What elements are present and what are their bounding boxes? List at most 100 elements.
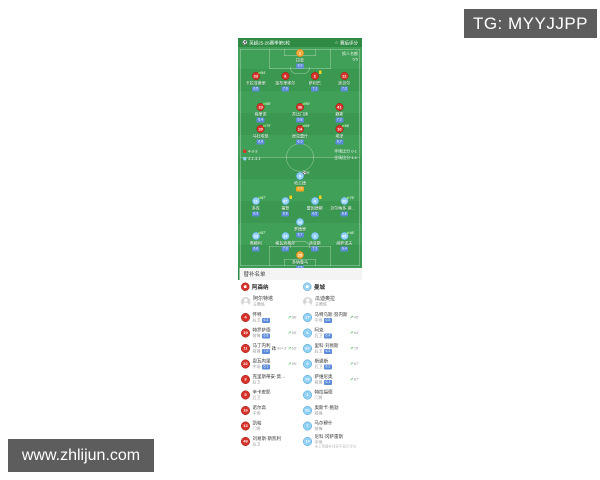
bench-player-number: 52 — [303, 405, 312, 415]
pitch-player[interactable]: 3 迪亚斯 7.1 — [300, 232, 329, 252]
pitch-player[interactable]: 41 赖斯 7.2 — [325, 103, 354, 123]
player-name: 迪亚斯 — [308, 241, 321, 246]
bench-row-icons: ↗65' — [288, 331, 297, 336]
away-coach-cell[interactable]: 瓜迪奥拉 主教练 — [300, 294, 362, 310]
pitch-player[interactable]: 47 福登 6.6 — [271, 195, 300, 217]
bench-player-row[interactable]: 19 特罗萨德 前锋 6.8 ↗65' — [238, 325, 300, 341]
player-name: 廷贝尔 — [338, 81, 351, 86]
pitch-player[interactable]: 9 ⚽9' 哈兰德 7.9 — [286, 172, 315, 192]
bench-player-row[interactable]: 4 怀特 后卫 6.4 ↗86' — [238, 310, 300, 326]
bench-player-position: 中场 — [252, 411, 261, 416]
pitch-player[interactable]: 12 廷贝尔 7.2 — [330, 72, 359, 92]
player-away-gk[interactable]: 25 多纳鲁马 7.5 — [286, 251, 315, 268]
bench-player-number: 49 — [241, 436, 250, 446]
bench-player-number: 3 — [241, 374, 250, 384]
rating-star-icon: ☆ — [334, 39, 339, 45]
home-formation-label: 4-3-3 — [248, 149, 258, 154]
bench-player-number: 27 — [303, 312, 312, 322]
watermark-website-text: www.zhlijun.com — [21, 446, 141, 464]
pitch-player[interactable]: 23 ⇄65' 梅里诺 6.4 — [246, 103, 275, 123]
substitution-swap-icon: ⇄65' — [302, 124, 310, 129]
pitch-player[interactable]: 20 ⇄76' 贝尔纳多·席尔瓦 6.8 — [330, 197, 359, 217]
bench-row-icons: ↗90' — [288, 362, 297, 367]
bench-player-position: 门将 — [314, 395, 323, 401]
player-name: 雷因德斯 — [306, 206, 323, 211]
yellow-card-icon — [289, 195, 292, 199]
player-rating-badge: 6.8 — [296, 117, 304, 123]
home-club-cell[interactable]: 阿森纳 — [238, 280, 300, 294]
bench-player-row[interactable]: 13 凯帕 门将 — [238, 418, 300, 434]
bench-player-row[interactable]: 1 特拉福德 门将 — [300, 387, 362, 403]
bench-player-row[interactable]: 27 马特乌斯·努内斯 中场 6.5 ↗46' — [300, 310, 362, 326]
away-club-cell[interactable]: 曼城 — [300, 280, 362, 294]
pitch-player[interactable]: 6 加布里埃尔 7.0 — [271, 72, 300, 92]
player-shirt: 3 — [310, 232, 319, 240]
bench-player-number: 19 — [241, 328, 250, 338]
watermark-telegram: TG: MYYJJPP — [464, 9, 597, 38]
player-rating-badge: 7.2 — [340, 86, 349, 92]
pitch-player[interactable]: 24 格瓦迪奥尔 7.0 — [271, 232, 300, 252]
pitch-player[interactable]: 2 萨利巴 7.1 — [300, 70, 329, 92]
pitch-player[interactable]: 45 ⇄46' 胡萨诺夫 6.4 — [330, 232, 359, 252]
watermark-website: www.zhlijun.com — [8, 439, 154, 472]
yellow-card-icon — [318, 70, 322, 74]
pitch-player[interactable]: 33 ⇄84' 卡拉菲奥里 6.5 — [241, 72, 270, 92]
sub-in-arrow-icon: ↗76' — [349, 346, 359, 351]
player-shirt: 45 — [340, 232, 349, 240]
match-header-left[interactable]: ⚽ 英超25-26赛季第5轮 — [242, 39, 290, 46]
player-rating-badge: 6.9 — [251, 211, 260, 217]
player-shirt: 36 — [295, 103, 304, 111]
bench-player-row[interactable]: 5 辛卡皮耶 后卫 — [238, 387, 300, 403]
bench-player-row[interactable]: 6 阿克 后卫 6.4 ↗64' — [300, 325, 362, 341]
pitch-player[interactable]: 14 ⇄65' 居克雷什 6.3 — [285, 125, 314, 145]
bench-player-row[interactable]: 16 诺尔高 中场 — [238, 403, 300, 419]
player-name: 卡拉菲奥里 — [245, 81, 266, 86]
player-rating-badge: 6.3 — [296, 139, 304, 145]
bench-player-row[interactable]: 3 克里斯蒂安·莫斯克拉 后卫 — [238, 372, 300, 388]
goal-box-bottom — [284, 259, 316, 266]
sub-in-arrow-icon: ↗90' — [287, 361, 297, 367]
player-name: 苏比门迪 — [291, 112, 308, 117]
substitution-swap-icon: ⇄79' — [263, 124, 271, 129]
pitch-player[interactable]: 36 ⇄90' 苏比门迪 6.8 — [285, 103, 314, 123]
pitch-player[interactable]: 33 ⇄87' 奥赖利 6.6 — [241, 232, 270, 252]
player-shirt: 23 — [256, 103, 265, 111]
player-shirt: 10 — [335, 125, 344, 133]
away-attack-mid-row: 11 ⇄87' 多库 6.9 47 福登 6.6 4 雷因德斯 6.5 20 ⇄… — [238, 195, 362, 217]
home-coach-cell[interactable]: 阿尔特塔 主教练 — [238, 294, 300, 310]
home-forward-row: 20 ⇄79' 马杜埃凯 6.6 14 ⇄65' 居克雷什 6.3 10 ⇄86… — [238, 125, 362, 145]
sub-in-arrow-icon: ↗64' — [349, 330, 359, 336]
bench-player-row[interactable]: 49 刘易斯-斯凯利 后卫 — [238, 434, 300, 450]
pitch-player[interactable]: 10 ⇄86' 埃泽 6.7 — [325, 125, 354, 145]
player-shirt: 1 — [296, 49, 304, 57]
player-home-gk[interactable]: 1 拉亚 6.9 — [286, 49, 315, 69]
pitch-player[interactable]: 16 罗德里 6.7 — [286, 218, 315, 238]
match-header-right[interactable]: ☆ 赛后评分 — [334, 39, 358, 46]
bench-player-row[interactable]: 14 尼科·冈萨雷斯 中场 未上场替补球员不显示评分 — [300, 434, 362, 450]
away-coach-name: 瓜迪奥拉 — [315, 296, 335, 302]
player-name: 加布里埃尔 — [275, 81, 296, 86]
bench-player-row[interactable]: 5 斯通斯 后卫 6.2 ↗87' — [300, 356, 362, 372]
bench-player-row[interactable]: 22 恩瓦内里 中场 6.1 ↗90' — [238, 356, 300, 372]
bench-player-row[interactable]: 7 马尔穆什 前锋 — [300, 418, 362, 434]
player-shirt: 47 — [281, 197, 290, 205]
away-formation: 4-1-4-1 — [243, 157, 261, 161]
bench-player-row[interactable]: 82 里科·刘易斯 后卫 6.3 ↗76' — [300, 341, 362, 357]
player-rating-badge: 6.7 — [296, 232, 304, 238]
home-formation: 4-3-3 — [243, 149, 257, 154]
player-rating-badge: 7.2 — [335, 117, 344, 123]
pitch-player[interactable]: 11 ⇄87' 多库 6.9 — [241, 197, 270, 217]
bench-player-row[interactable]: 11 马丁内利 前锋 7.9 ⚽90+3' ↗65' — [238, 341, 300, 357]
bench-player-row[interactable]: 52 奥斯卡·鲍勃 前锋 — [300, 403, 362, 419]
pitch-player[interactable]: 4 雷因德斯 6.5 — [300, 195, 329, 217]
bench-player-number: 5 — [303, 359, 312, 369]
match-round-label: 英超25-26赛季第5轮 — [249, 40, 291, 46]
player-rating-badge: 6.9 — [296, 63, 304, 69]
home-bench-column: 4 怀特 后卫 6.4 ↗86' 19 特罗萨德 前锋 6.8 ↗65' — [238, 310, 300, 450]
pitch-player[interactable]: 20 ⇄79' 马杜埃凯 6.6 — [246, 125, 275, 145]
home-defender-row: 33 ⇄84' 卡拉菲奥里 6.5 6 加布里埃尔 7.0 2 萨利巴 7.1 … — [238, 70, 362, 92]
bench-footnote: 未上场替补球员不显示评分 — [314, 445, 357, 449]
bench-player-rating-badge: 6.3 — [324, 348, 332, 354]
home-club-crest-icon — [241, 282, 250, 291]
bench-player-row[interactable]: 26 萨维尼奥 前锋 6.1 ↗87' — [300, 372, 362, 388]
